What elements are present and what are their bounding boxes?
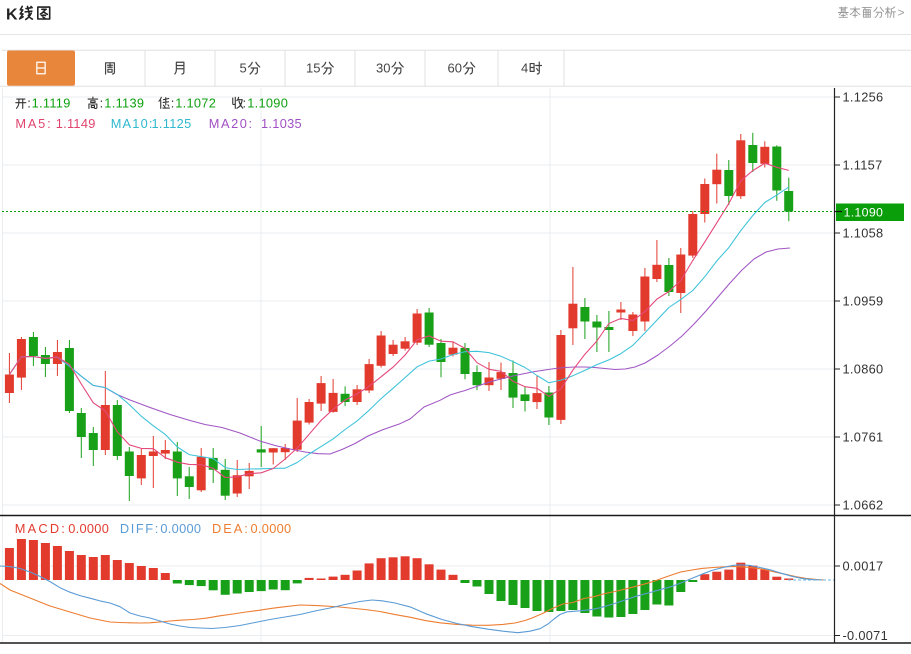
svg-text:5: 5 bbox=[240, 61, 247, 76]
svg-text:0.0000: 0.0000 bbox=[251, 521, 292, 536]
svg-text::: : bbox=[171, 96, 175, 111]
svg-text::: : bbox=[100, 96, 104, 111]
svg-text:1.1058: 1.1058 bbox=[843, 225, 884, 240]
svg-text:MA5:: MA5: bbox=[15, 116, 52, 131]
svg-text:0.0000: 0.0000 bbox=[160, 521, 201, 536]
svg-text:1.1256: 1.1256 bbox=[843, 89, 884, 104]
svg-text:0.0000: 0.0000 bbox=[68, 521, 109, 536]
svg-text:1.1072: 1.1072 bbox=[175, 96, 216, 111]
svg-text:K: K bbox=[6, 7, 18, 24]
svg-text:1.1090: 1.1090 bbox=[844, 206, 884, 220]
svg-text:1.1157: 1.1157 bbox=[843, 157, 883, 172]
svg-text:DIFF:: DIFF: bbox=[120, 521, 160, 536]
svg-text:60: 60 bbox=[448, 61, 462, 76]
svg-text:30: 30 bbox=[376, 61, 390, 76]
svg-text:1.1119: 1.1119 bbox=[32, 96, 71, 111]
svg-text:DEA:: DEA: bbox=[212, 521, 250, 536]
svg-text:1.0959: 1.0959 bbox=[843, 293, 884, 308]
svg-text:1.1035: 1.1035 bbox=[261, 116, 302, 131]
svg-text:1.1149: 1.1149 bbox=[56, 116, 96, 131]
svg-text:4: 4 bbox=[521, 61, 528, 76]
svg-text:1.0860: 1.0860 bbox=[843, 361, 884, 376]
svg-text:MA20:: MA20: bbox=[209, 116, 254, 131]
svg-text:1.0761: 1.0761 bbox=[843, 429, 884, 444]
svg-text:1.0662: 1.0662 bbox=[843, 497, 884, 512]
svg-text::: : bbox=[243, 96, 247, 111]
svg-text:MACD:: MACD: bbox=[15, 521, 67, 536]
svg-text:-0.0071: -0.0071 bbox=[843, 628, 889, 643]
svg-text:MA10:: MA10: bbox=[111, 116, 154, 131]
svg-text:1.1090: 1.1090 bbox=[247, 96, 288, 111]
svg-text:>: > bbox=[898, 6, 905, 20]
svg-text:15: 15 bbox=[306, 61, 320, 76]
svg-text:1.1125: 1.1125 bbox=[152, 116, 192, 131]
svg-text:1.1139: 1.1139 bbox=[104, 96, 144, 111]
svg-text:0.0017: 0.0017 bbox=[843, 558, 884, 573]
svg-text::: : bbox=[27, 96, 31, 111]
